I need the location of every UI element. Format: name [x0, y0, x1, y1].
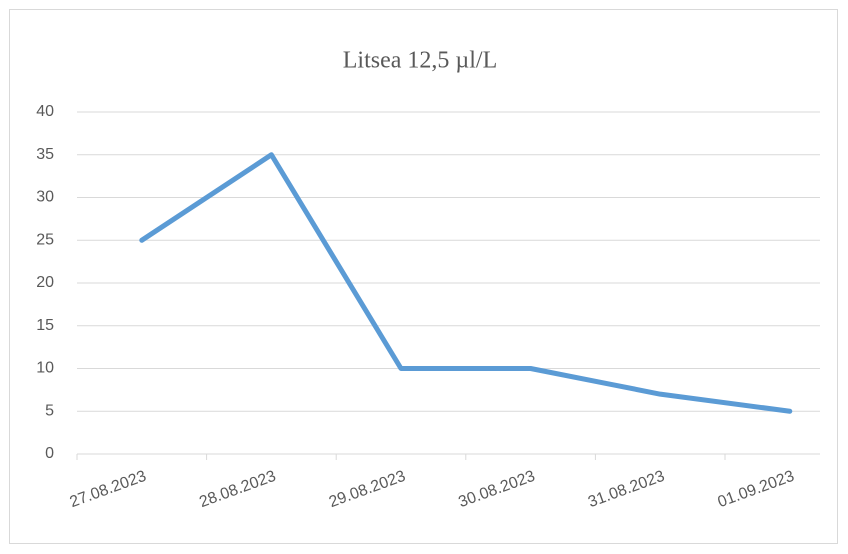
y-tick-label: 5 [45, 402, 54, 419]
y-tick-label: 15 [36, 317, 54, 334]
y-tick-label: 30 [36, 189, 54, 206]
chart-border [9, 9, 838, 544]
chart-title: Litsea 12,5 µl/L [343, 48, 497, 74]
y-tick-label: 25 [36, 231, 54, 248]
y-tick-label: 10 [36, 360, 54, 377]
y-tick-label: 20 [36, 274, 54, 291]
y-tick-label: 0 [45, 445, 54, 462]
y-tick-label: 40 [36, 103, 54, 120]
data-line [139, 152, 793, 414]
y-tick-label: 35 [36, 146, 54, 163]
